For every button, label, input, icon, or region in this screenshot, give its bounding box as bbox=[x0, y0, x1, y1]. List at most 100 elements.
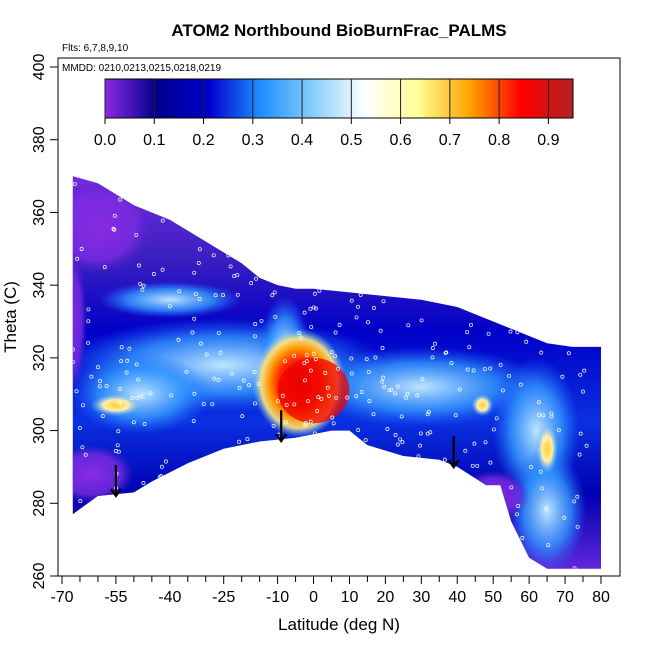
sample-point bbox=[196, 261, 201, 265]
sample-point bbox=[319, 396, 324, 401]
warm-patch-right bbox=[536, 423, 558, 475]
sample-point bbox=[160, 267, 165, 272]
sample-point bbox=[191, 419, 196, 424]
sample-point bbox=[356, 428, 361, 433]
sample-point bbox=[366, 369, 371, 374]
sample-point bbox=[498, 362, 503, 367]
sample-point bbox=[297, 331, 302, 336]
sample-point bbox=[302, 310, 307, 315]
sample-point bbox=[218, 350, 223, 355]
sample-point bbox=[399, 414, 404, 419]
sample-point bbox=[398, 437, 403, 442]
sample-point bbox=[201, 402, 206, 407]
sample-point bbox=[135, 395, 140, 400]
sample-point bbox=[115, 443, 120, 448]
colorbar-tick-label: 0.3 bbox=[242, 132, 264, 149]
sample-point bbox=[425, 412, 430, 417]
sample-point bbox=[449, 361, 454, 366]
sample-point bbox=[197, 247, 202, 252]
sample-point bbox=[405, 391, 410, 396]
sample-point bbox=[130, 395, 135, 400]
sample-point bbox=[192, 270, 197, 275]
sample-point bbox=[104, 384, 109, 389]
sample-point bbox=[273, 314, 278, 319]
sample-point bbox=[272, 290, 277, 295]
warm-patch-left bbox=[90, 394, 142, 417]
sample-point bbox=[86, 340, 91, 345]
sample-point bbox=[430, 346, 435, 350]
sample-point bbox=[381, 375, 386, 380]
sample-point bbox=[337, 323, 342, 327]
sample-point bbox=[333, 330, 338, 335]
x-tick-label: 80 bbox=[592, 589, 610, 606]
sample-point bbox=[159, 464, 164, 469]
sample-point bbox=[331, 421, 336, 426]
colorbar: 0.0 0.1 0.2 0.3 0.4 0.5 0.6 0.7 0.8 0.9 bbox=[94, 78, 574, 149]
light-band-left bbox=[72, 354, 213, 435]
sample-point bbox=[486, 331, 491, 336]
sample-point bbox=[190, 330, 195, 335]
sample-point bbox=[303, 422, 308, 427]
sample-point bbox=[465, 330, 470, 335]
warm-patch-mid-right bbox=[471, 394, 494, 417]
sample-point bbox=[204, 352, 209, 357]
x-tick-label: 0 bbox=[309, 589, 318, 606]
sample-point bbox=[467, 345, 472, 350]
plot-area bbox=[72, 176, 602, 569]
sample-point bbox=[465, 367, 470, 372]
sample-point bbox=[566, 351, 571, 356]
sample-point bbox=[74, 389, 79, 394]
sample-point bbox=[443, 350, 448, 355]
sample-point bbox=[303, 378, 307, 383]
sample-point bbox=[428, 430, 433, 435]
sample-point bbox=[380, 346, 385, 350]
colorbar-tick-label: 0.0 bbox=[94, 132, 116, 149]
sample-point bbox=[403, 395, 408, 400]
sample-point bbox=[326, 393, 331, 398]
sample-point bbox=[395, 384, 400, 389]
sample-point bbox=[237, 385, 242, 390]
sample-point bbox=[430, 355, 435, 360]
sample-point bbox=[311, 305, 316, 310]
sample-point bbox=[349, 298, 354, 303]
sample-point bbox=[389, 387, 394, 392]
sample-point bbox=[313, 357, 318, 361]
sample-point bbox=[308, 306, 313, 311]
sample-point bbox=[536, 400, 541, 405]
sample-point bbox=[488, 366, 493, 371]
sample-point bbox=[86, 319, 91, 324]
sample-point bbox=[254, 276, 258, 281]
sample-point bbox=[134, 232, 139, 237]
sample-point bbox=[406, 323, 411, 328]
sample-point bbox=[139, 394, 144, 399]
sample-point bbox=[275, 399, 280, 404]
x-tick-label: 50 bbox=[484, 589, 502, 606]
sample-point bbox=[330, 415, 335, 420]
sample-point bbox=[385, 427, 390, 431]
sample-point bbox=[572, 499, 577, 504]
sample-point bbox=[169, 393, 174, 398]
sample-point bbox=[469, 322, 473, 327]
sample-point bbox=[491, 427, 496, 432]
colorbar-tick-label: 0.1 bbox=[143, 132, 165, 149]
x-tick-label: 70 bbox=[556, 589, 574, 606]
light-band-bottom-right bbox=[507, 448, 587, 569]
sample-point bbox=[336, 366, 341, 371]
sample-point bbox=[237, 439, 242, 444]
sample-point bbox=[508, 329, 513, 334]
sample-point bbox=[216, 377, 221, 382]
colorbar-tick-label: 0.8 bbox=[488, 132, 510, 149]
sample-point bbox=[323, 371, 328, 375]
sample-point bbox=[400, 440, 405, 445]
sample-point bbox=[433, 341, 438, 346]
sample-point bbox=[72, 347, 75, 352]
sample-point bbox=[270, 293, 275, 298]
sample-point bbox=[501, 388, 505, 393]
sample-point bbox=[148, 391, 153, 396]
colorbar-gradient bbox=[104, 78, 574, 119]
sample-point bbox=[125, 358, 130, 363]
sample-point bbox=[193, 291, 198, 296]
sample-point bbox=[578, 431, 583, 436]
sample-point bbox=[426, 410, 431, 414]
sample-point bbox=[529, 464, 533, 469]
